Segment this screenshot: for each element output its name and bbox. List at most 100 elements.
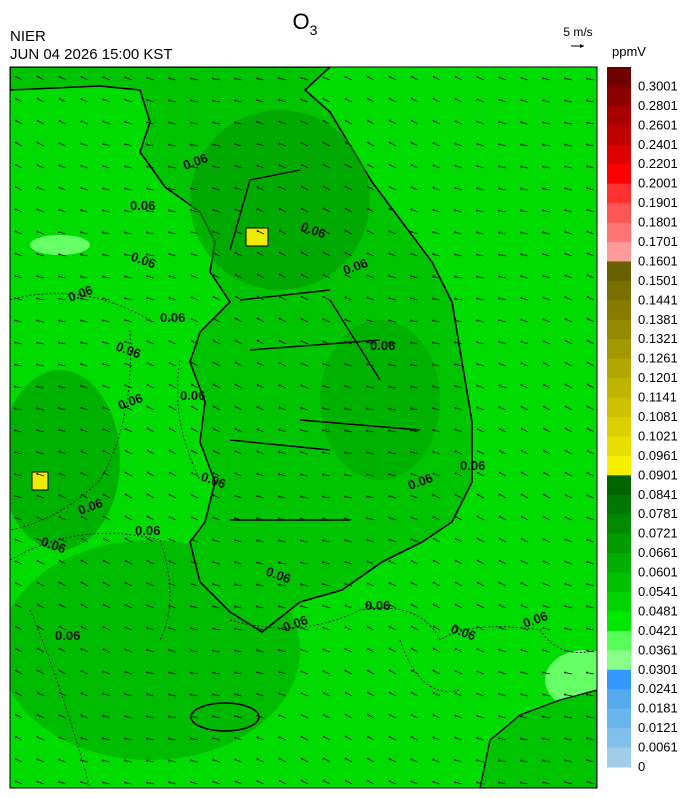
wind-arrow-head	[146, 781, 149, 784]
wind-arrow-head	[542, 253, 545, 256]
wind-arrow-head	[14, 451, 17, 454]
wind-arrow	[411, 320, 419, 323]
wind-arrow	[543, 340, 551, 345]
wind-arrow	[389, 297, 397, 301]
wind-arrow-head	[432, 647, 435, 650]
wind-arrow	[257, 451, 265, 455]
wind-arrow	[81, 670, 89, 675]
wind-arrow-head	[564, 383, 567, 386]
wind-arrow-head	[146, 143, 149, 146]
wind-arrow-head	[190, 252, 193, 255]
wind-arrow-head	[190, 471, 193, 474]
wind-arrow	[37, 517, 45, 521]
wind-arrow	[81, 604, 89, 609]
wind-arrow-head	[256, 361, 259, 364]
wind-arrow	[455, 516, 463, 521]
wind-arrow-head	[454, 670, 457, 673]
wind-arrow-head	[344, 141, 347, 144]
wind-arrow-head	[58, 472, 61, 475]
wind-arrow	[279, 77, 287, 81]
wind-arrow	[257, 165, 265, 169]
wind-arrow-head	[146, 693, 149, 696]
wind-arrow-head	[58, 253, 61, 256]
colorbar-label: 0.2401	[638, 137, 678, 152]
wind-arrow	[565, 605, 573, 609]
wind-arrow	[565, 494, 573, 499]
wind-arrow	[543, 538, 551, 543]
wind-arrow	[235, 606, 243, 609]
wind-arrow	[587, 100, 595, 103]
wind-arrow-head	[168, 427, 171, 430]
wind-arrow	[521, 77, 529, 81]
wind-arrow	[257, 671, 265, 675]
wind-arrow-head	[476, 98, 479, 101]
wind-arrow-head	[146, 275, 149, 278]
wind-arrow	[455, 451, 463, 455]
wind-arrow-head	[498, 384, 501, 387]
province-border	[229, 169, 421, 521]
wind-arrow-head	[586, 516, 589, 519]
wind-arrow-head	[102, 341, 105, 344]
wind-arrow	[587, 517, 595, 521]
wind-arrow-head	[102, 626, 105, 629]
wind-arrow	[543, 472, 551, 477]
colorbar-swatch	[607, 592, 631, 612]
wind-arrow	[279, 318, 287, 323]
wind-arrow-head	[102, 187, 105, 190]
wind-arrow	[543, 716, 551, 719]
wind-arrow	[301, 274, 309, 279]
wind-arrow-head	[542, 560, 545, 563]
wind-arrow	[257, 362, 265, 367]
wind-arrow-head	[168, 77, 171, 80]
wind-arrow	[411, 626, 419, 631]
wind-arrow-head	[168, 340, 171, 343]
wind-arrow-head	[432, 341, 435, 344]
wind-arrow-head	[190, 274, 193, 277]
wind-arrow	[235, 209, 243, 213]
wind-arrow-head	[520, 362, 523, 365]
wind-arrow	[367, 736, 375, 741]
wind-arrow-head	[212, 649, 215, 652]
wind-arrow-head	[476, 341, 479, 344]
colorbar-swatch	[607, 358, 631, 379]
wind-arrow	[455, 385, 463, 389]
wind-arrow	[103, 560, 111, 565]
wind-arrow	[565, 472, 573, 477]
wind-arrow-head	[256, 693, 259, 696]
wind-arrow-head	[146, 560, 149, 563]
wind-arrow	[477, 472, 485, 477]
wind-arrow	[455, 231, 463, 235]
wind-arrow-head	[454, 120, 457, 123]
wind-arrow	[345, 780, 353, 785]
wind-arrow-head	[454, 559, 457, 562]
wind-arrow-head	[36, 230, 39, 233]
wind-arrow	[279, 495, 287, 499]
wind-arrow	[323, 98, 331, 103]
wind-arrow-head	[586, 472, 589, 475]
wind-arrow-head	[234, 671, 237, 674]
wind-arrow-head	[520, 781, 523, 784]
wind-arrow	[213, 737, 221, 741]
wind-arrow-head	[564, 187, 567, 190]
wind-arrow-head	[366, 735, 369, 738]
wind-arrow-head	[476, 165, 479, 168]
wind-arrow-head	[278, 295, 281, 298]
wind-arrow	[37, 142, 45, 147]
map-frame	[9, 66, 598, 789]
wind-arrow-head	[542, 362, 545, 365]
wind-arrow	[565, 694, 573, 697]
wind-arrow-head	[344, 582, 347, 585]
wind-arrow	[565, 450, 573, 455]
wind-arrow-head	[366, 407, 369, 410]
wind-arrow-head	[102, 428, 105, 431]
wind-arrow-head	[102, 275, 105, 278]
wind-arrow-head	[520, 626, 523, 629]
wind-arrow-head	[410, 691, 413, 694]
wind-arrow-head	[454, 428, 457, 431]
wind-arrow-head	[300, 670, 303, 673]
wind-arrow-head	[586, 605, 589, 608]
colorbar-label: 0.0361	[638, 642, 678, 657]
wind-arrow	[587, 144, 595, 147]
wind-arrow-head	[454, 714, 457, 717]
wind-arrow	[147, 494, 155, 499]
